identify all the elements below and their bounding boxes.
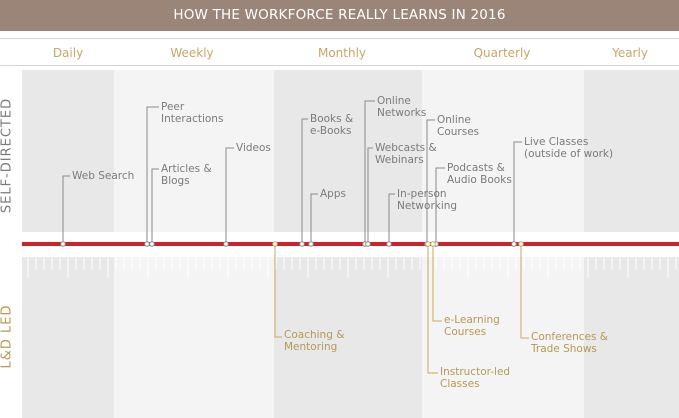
marker-web-search xyxy=(60,241,66,247)
label-apps: Apps xyxy=(320,188,346,200)
label-in-person-networking: In-person Networking xyxy=(397,188,458,212)
leader-conferences-trade-shows xyxy=(520,244,529,339)
header-rule-top xyxy=(0,38,679,39)
label-peer-interactions: Peer Interactions xyxy=(161,101,224,125)
leader-apps xyxy=(310,193,318,244)
marker-apps xyxy=(308,241,314,247)
label-instructor-led-classes: Instructor-led Classes xyxy=(440,366,511,390)
marker-books-ebooks xyxy=(299,241,305,247)
marker-videos xyxy=(223,241,229,247)
col-bg-weekly-top xyxy=(114,70,274,232)
marker-instructor-led-classes xyxy=(425,241,431,247)
leader-online-networks xyxy=(364,100,375,244)
freq-daily: Daily xyxy=(52,46,84,60)
freq-yearly: Yearly xyxy=(612,46,648,60)
freq-weekly: Weekly xyxy=(170,46,214,60)
col-bg-yearly-bottom xyxy=(584,257,679,418)
leader-live-classes xyxy=(513,141,522,244)
col-bg-daily-top xyxy=(22,70,114,232)
leader-webcasts-webinars xyxy=(367,147,373,244)
marker-webcasts-webinars xyxy=(365,241,371,247)
col-bg-monthly-top xyxy=(274,70,422,232)
leader-coaching-mentoring xyxy=(274,244,282,338)
col-bg-weekly-bottom xyxy=(114,257,274,418)
freq-quarterly: Quarterly xyxy=(473,46,531,60)
leader-peer-interactions xyxy=(146,106,159,244)
marker-articles-blogs xyxy=(149,241,155,247)
leader-podcasts-audio-books xyxy=(435,167,445,244)
col-bg-quarterly-bottom xyxy=(422,257,584,418)
label-online-courses: Online Courses xyxy=(437,114,480,138)
freq-monthly: Monthly xyxy=(317,46,367,60)
marker-peer-interactions xyxy=(144,241,150,247)
label-elearning-courses: e-Learning Courses xyxy=(444,314,500,338)
marker-coaching-mentoring xyxy=(272,241,278,247)
leader-videos xyxy=(225,147,234,244)
label-live-classes: Live Classes (outside of work) xyxy=(524,136,614,160)
leader-web-search xyxy=(62,175,70,244)
leader-in-person-networking xyxy=(388,193,395,244)
label-books-ebooks: Books & e-Books xyxy=(310,113,354,137)
leader-instructor-led-classes xyxy=(427,244,438,374)
col-bg-daily-bottom xyxy=(22,257,114,418)
label-coaching-mentoring: Coaching & Mentoring xyxy=(284,329,345,353)
title-bar: HOW THE WORKFORCE REALLY LEARNS IN 2016 xyxy=(0,0,679,31)
timeline-axis xyxy=(22,242,679,246)
label-online-networks: Online Networks xyxy=(377,95,427,119)
marker-in-person-networking xyxy=(386,241,392,247)
marker-live-classes xyxy=(511,241,517,247)
label-articles-blogs: Articles & Blogs xyxy=(161,163,212,187)
header-rule-bottom xyxy=(0,65,679,66)
label-web-search: Web Search xyxy=(72,170,135,182)
marker-conferences-trade-shows xyxy=(518,241,524,247)
leader-online-courses xyxy=(426,119,435,244)
label-conferences-trade-shows: Conferences & Trade Shows xyxy=(531,331,608,355)
label-videos: Videos xyxy=(236,142,271,154)
marker-elearning-courses xyxy=(430,241,436,247)
col-bg-quarterly-top xyxy=(422,70,584,232)
col-bg-yearly-top xyxy=(584,70,679,232)
leader-books-ebooks xyxy=(301,118,308,244)
label-webcasts-webinars: Webcasts & Webinars xyxy=(375,142,437,166)
label-podcasts-audio-books: Podcasts & Audio Books xyxy=(447,162,512,186)
leader-elearning-courses xyxy=(432,244,442,322)
chart-title: HOW THE WORKFORCE REALLY LEARNS IN 2016 xyxy=(173,7,506,23)
leader-articles-blogs xyxy=(151,168,159,244)
col-bg-monthly-bottom xyxy=(274,257,422,418)
